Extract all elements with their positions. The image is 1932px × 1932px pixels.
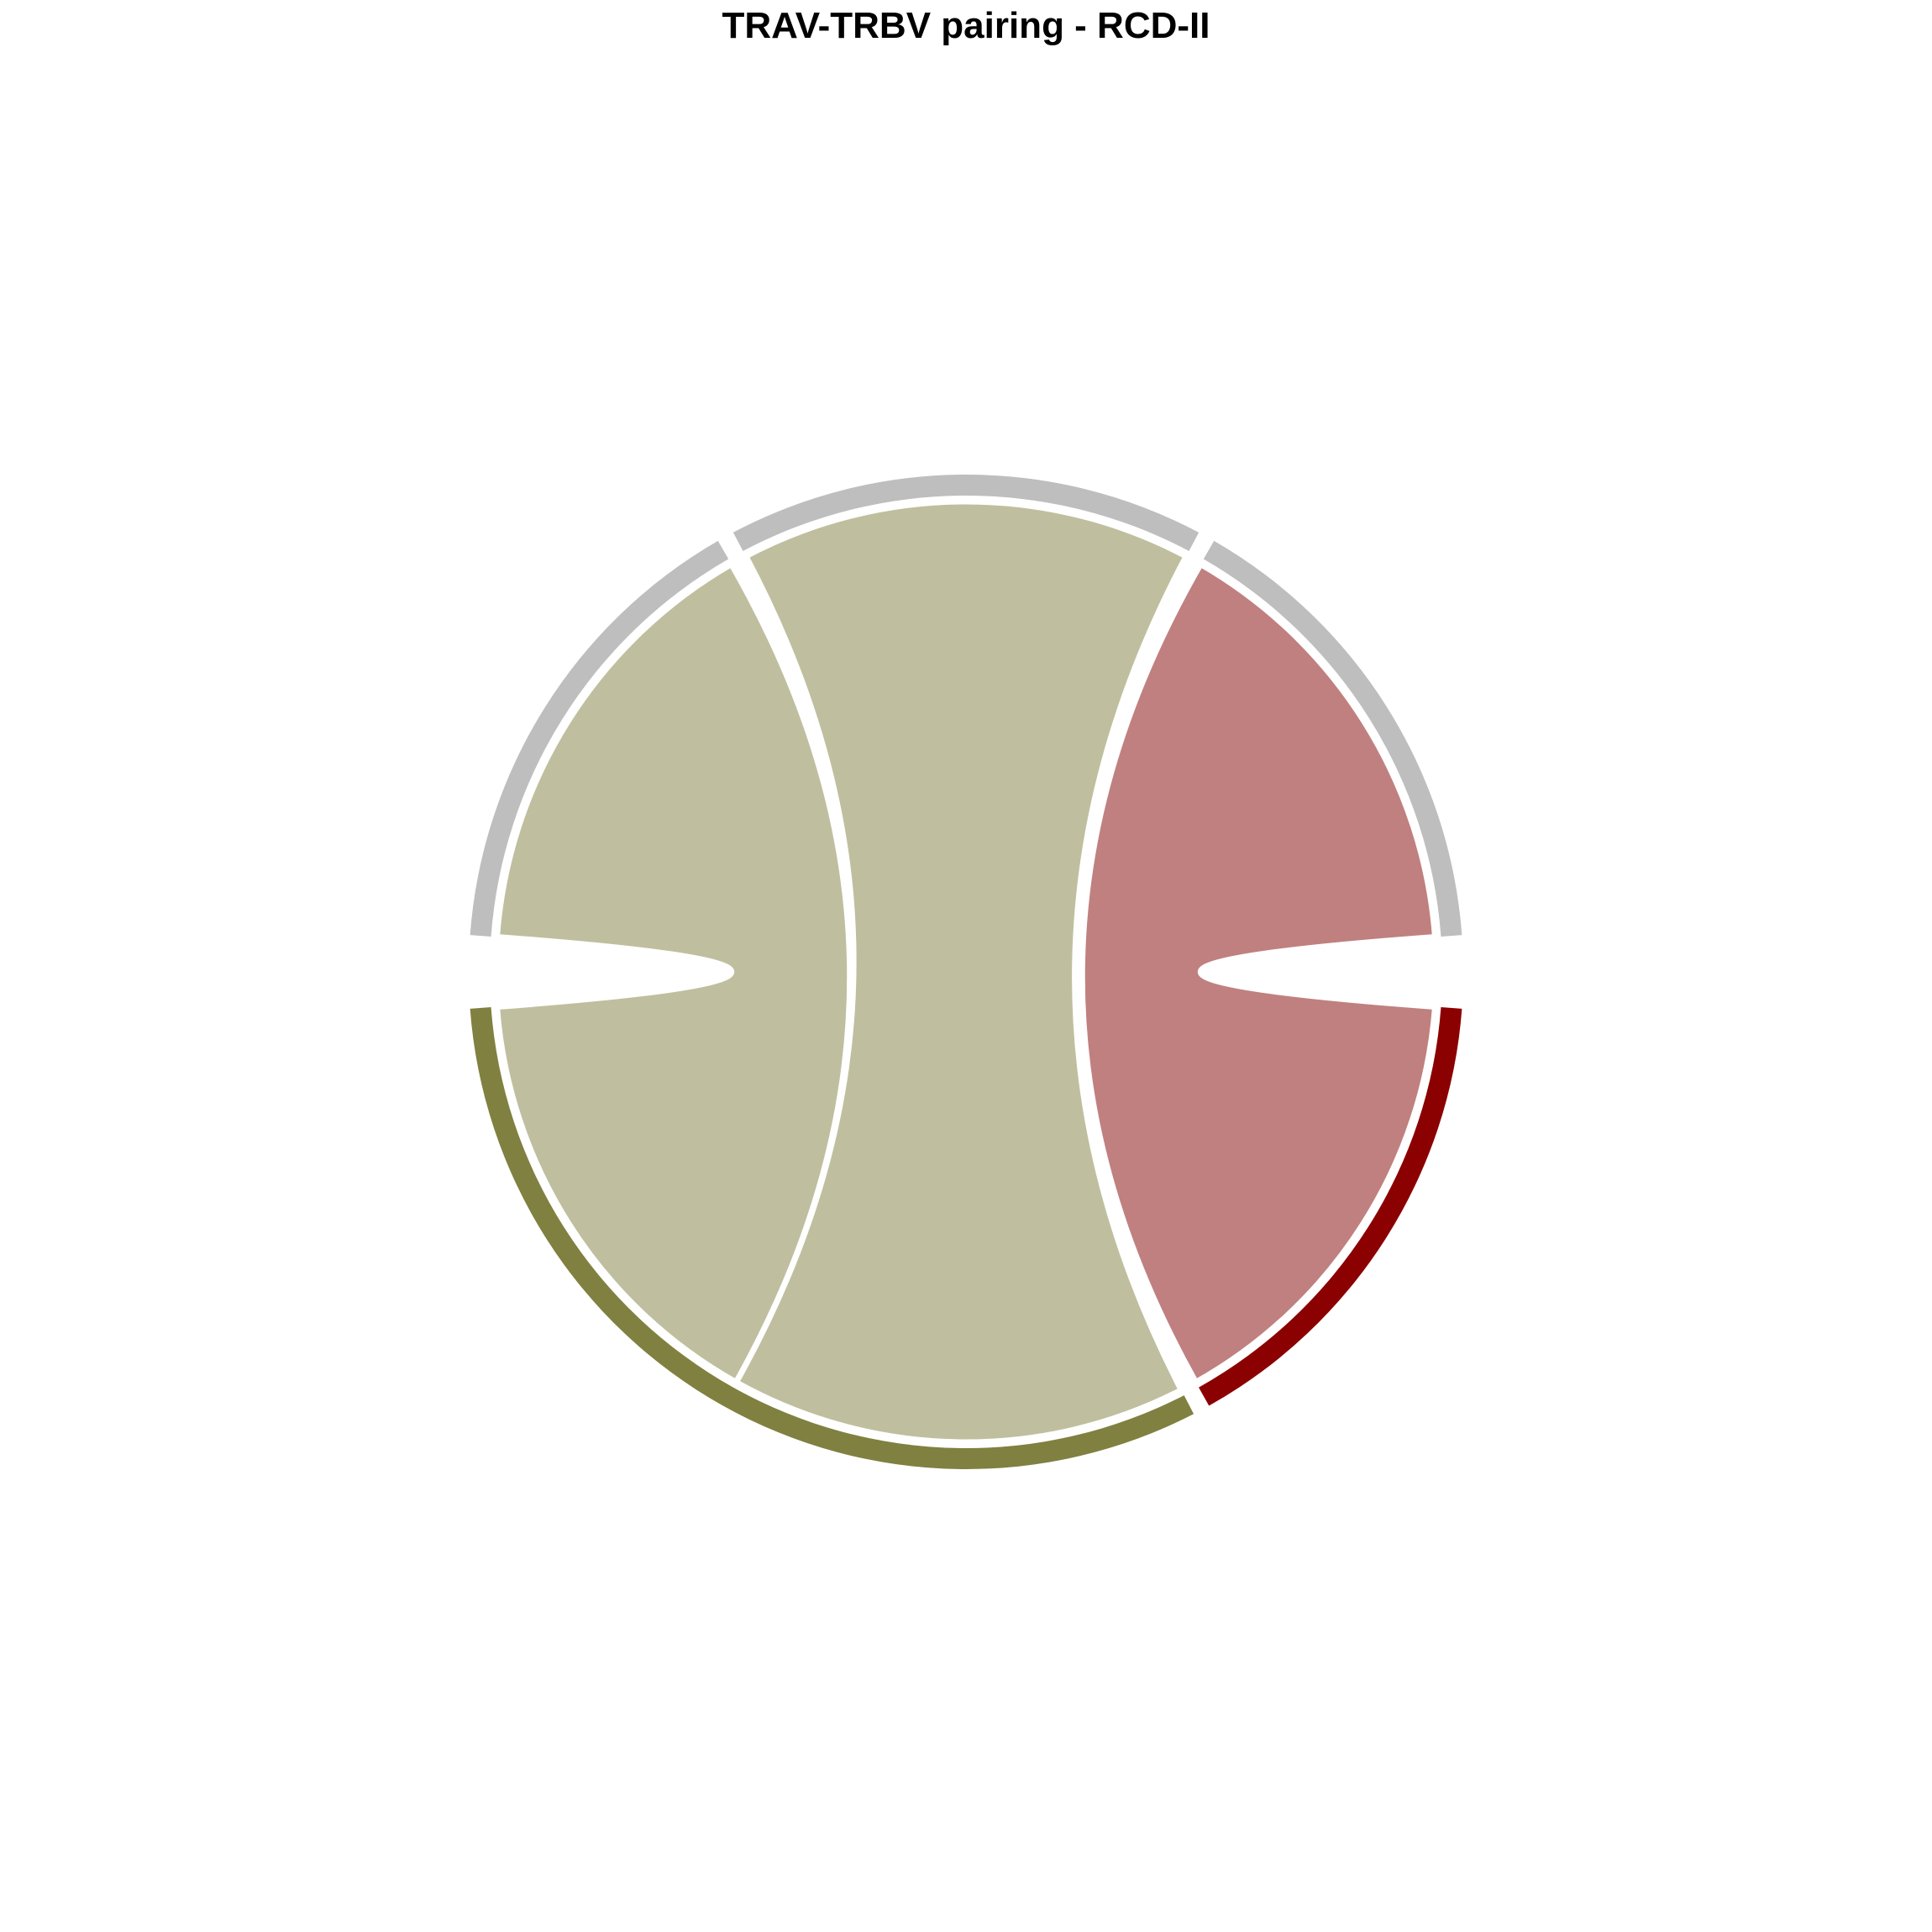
chord-link-trav-right-to-trbv-2 — [1079, 561, 1438, 1386]
sector-track-trbv-1 — [470, 1007, 1194, 1469]
links-layer — [494, 498, 1438, 1446]
chord-link-trav-top-to-trbv-1 — [732, 498, 1189, 1446]
tracks-layer — [470, 474, 1462, 1469]
sector-track-trav-top — [732, 474, 1200, 551]
chart-title: TRAV-TRBV pairing - RCD-II — [722, 5, 1210, 46]
